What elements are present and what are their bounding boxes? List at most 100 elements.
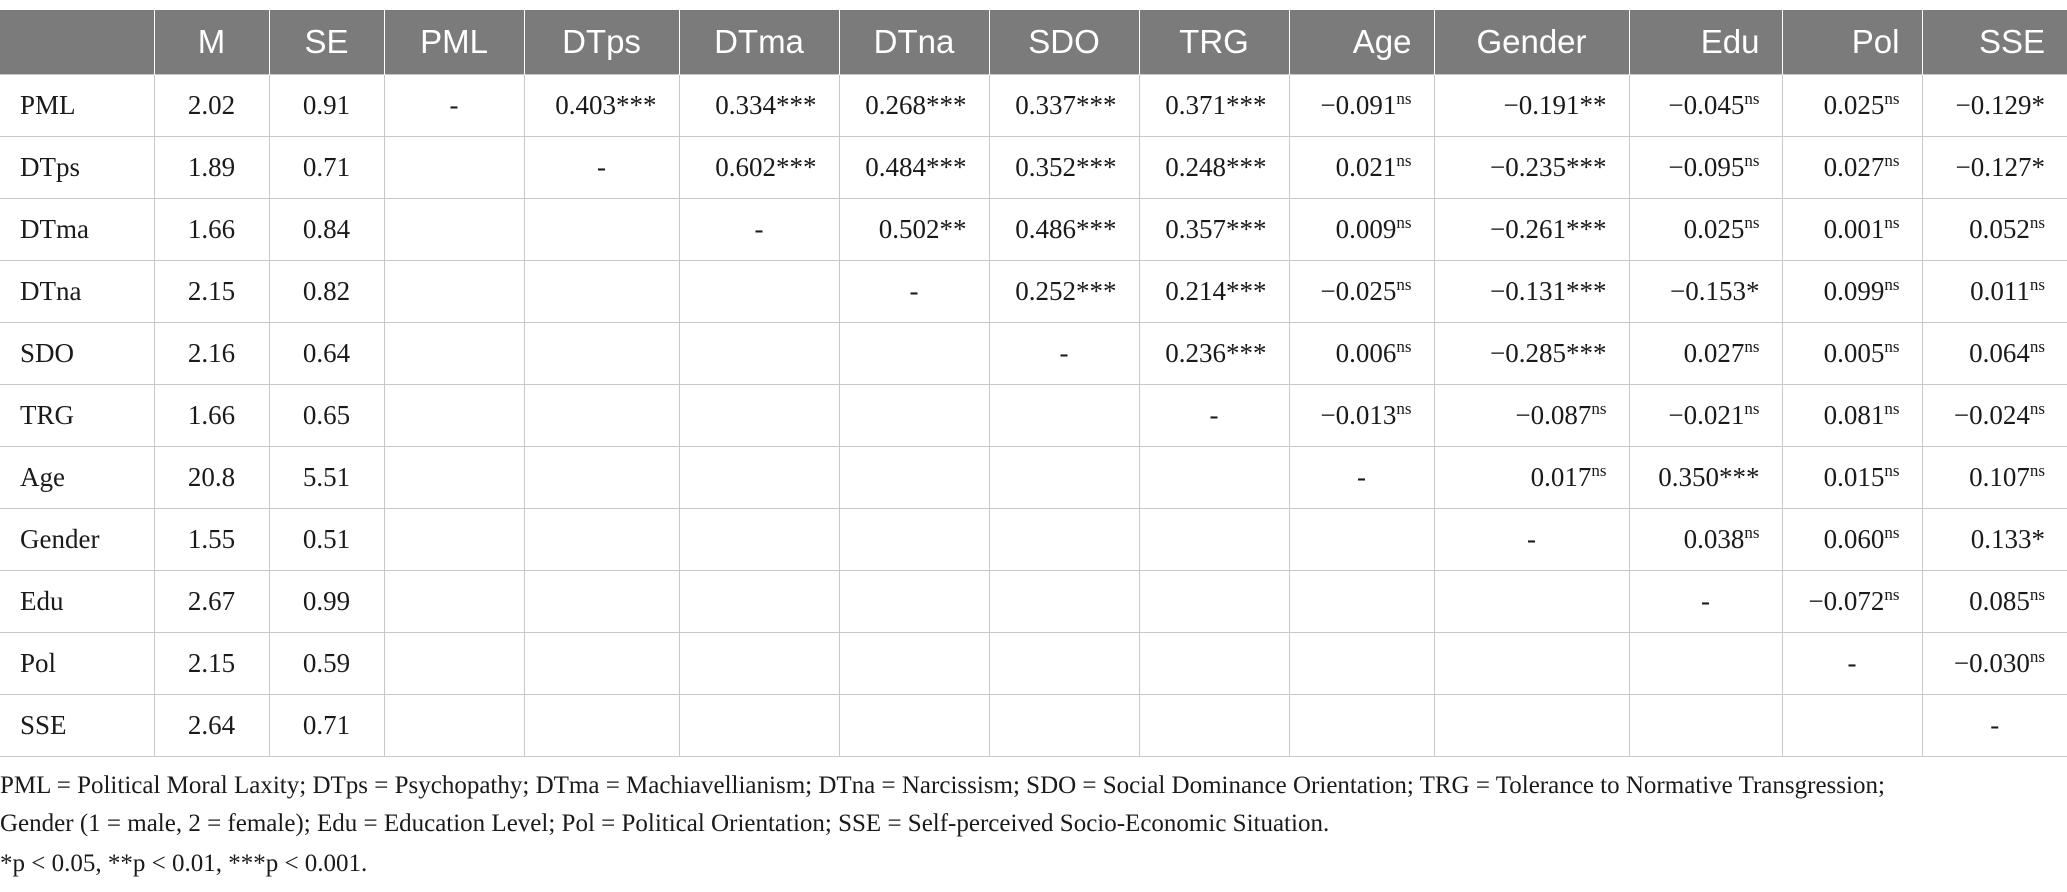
correlation-cell: −0.030ns (1921, 632, 2067, 695)
correlation-value: 0.060 (1823, 524, 1885, 554)
significance-marker: *** (1076, 276, 1117, 306)
correlation-value: −0.129 (1955, 90, 2032, 120)
mean-cell: 2.15 (153, 260, 270, 323)
correlation-cell: 0.005ns (1781, 322, 1923, 385)
correlation-cell: 0.009ns (1288, 198, 1435, 261)
significance-marker: * (2031, 90, 2046, 120)
mean-cell: 2.67 (153, 570, 270, 633)
header-cell (0, 10, 155, 75)
correlation-cell: 0.021ns (1288, 136, 1435, 199)
empty-cell (678, 446, 840, 509)
correlation-value: 0.357 (1165, 214, 1226, 244)
correlation-value: −0.025 (1320, 276, 1397, 306)
empty-cell (383, 570, 525, 633)
empty-cell (1138, 632, 1290, 695)
row-label: Age (0, 446, 155, 509)
table-body: PML 2.02 0.91-0.403*** 0.334*** 0.268*** 0.33… (0, 74, 2067, 757)
correlation-cell: −0.127* (1921, 136, 2067, 199)
row-label: Gender (0, 508, 155, 571)
mean-cell: 20.8 (153, 446, 270, 509)
significance-marker: *** (1566, 276, 1607, 306)
empty-cell (1433, 570, 1630, 633)
correlation-cell: −0.235*** (1433, 136, 1630, 199)
row-label: PML (0, 74, 155, 137)
correlation-value: 0.486 (1015, 214, 1076, 244)
significance-marker: *** (926, 90, 967, 120)
significance-marker: ns (1396, 399, 1412, 418)
correlation-value: 0.001 (1823, 214, 1885, 244)
empty-cell (1288, 508, 1435, 571)
header-cell: M (154, 10, 270, 75)
mean-cell: 2.64 (153, 694, 270, 757)
se-cell: 0.99 (268, 570, 385, 633)
empty-cell (1628, 632, 1783, 695)
correlation-cell: −0.072ns (1781, 570, 1923, 633)
significance-marker: ns (1744, 213, 1760, 232)
significance-marker: ns (1396, 337, 1412, 356)
correlation-cell: 0.334*** (678, 74, 840, 137)
correlation-value: 0.038 (1683, 524, 1745, 554)
correlation-cell: 0.236*** (1138, 322, 1290, 385)
correlation-value: 0.025 (1823, 90, 1885, 120)
correlation-cell: 0.001ns (1781, 198, 1923, 261)
correlation-value: −0.127 (1955, 152, 2032, 182)
correlation-cell: −0.091ns (1288, 74, 1435, 137)
significance-marker: ns (2029, 585, 2045, 604)
se-cell: 0.71 (268, 136, 385, 199)
correlation-cell: −0.261*** (1433, 198, 1630, 261)
mean-cell: 1.66 (153, 384, 270, 447)
header-cell: SE (269, 10, 385, 75)
correlation-cell: 0.060ns (1781, 508, 1923, 571)
header-cell: Age (1289, 10, 1435, 75)
significance-marker: ns (1744, 337, 1760, 356)
correlation-value: −0.024 (1953, 400, 2030, 430)
se-cell: 0.82 (268, 260, 385, 323)
correlation-cell: 0.107ns (1921, 446, 2067, 509)
correlation-cell: −0.153* (1628, 260, 1783, 323)
significance-marker: *** (616, 90, 657, 120)
significance-marker: ns (1884, 461, 1900, 480)
correlation-table: M SE PML DTps DTma DTna SDO TRG Age Gend… (0, 10, 2067, 757)
row-label: DTps (0, 136, 155, 199)
correlation-value: 0.484 (865, 152, 926, 182)
significance-marker: ns (1884, 585, 1900, 604)
empty-cell (838, 694, 990, 757)
correlation-cell: 0.350*** (1628, 446, 1783, 509)
correlation-value: 0.027 (1823, 152, 1885, 182)
correlation-cell: 0.011ns (1921, 260, 2067, 323)
empty-cell (678, 632, 840, 695)
significance-marker: ns (1884, 89, 1900, 108)
header-cell: PML (384, 10, 525, 75)
significance-marker: *** (776, 90, 817, 120)
correlation-cell: −0.191** (1433, 74, 1630, 137)
empty-cell (1628, 694, 1783, 757)
se-cell: 0.64 (268, 322, 385, 385)
correlation-value: −0.087 (1515, 400, 1592, 430)
significance-marker: * (2031, 524, 2046, 554)
significance-marker: ns (2029, 399, 2045, 418)
correlation-value: −0.021 (1668, 400, 1745, 430)
correlation-cell: 0.025ns (1628, 198, 1783, 261)
significance-marker: *** (1566, 338, 1607, 368)
table-row: Age 20.8 5.51-0.017ns 0.350*** 0.015ns 0.107n… (0, 446, 2067, 509)
correlation-value: 0.052 (1969, 214, 2030, 244)
mean-cell: 1.89 (153, 136, 270, 199)
significance-marker: ns (2029, 647, 2045, 666)
correlation-cell: 0.248*** (1138, 136, 1290, 199)
empty-cell (523, 694, 680, 757)
correlation-value: −0.091 (1320, 90, 1397, 120)
table-row: Pol 2.15 0.59 - −0.030ns (0, 632, 2067, 695)
empty-cell (988, 694, 1140, 757)
significance-marker: ns (1744, 151, 1760, 170)
correlation-value: 0.099 (1823, 276, 1885, 306)
mean-cell: 2.15 (153, 632, 270, 695)
row-label: SSE (0, 694, 155, 757)
correlation-cell: −0.013ns (1288, 384, 1435, 447)
significance-marker: ns (1884, 399, 1900, 418)
correlation-value: −0.013 (1320, 400, 1397, 430)
se-cell: 0.84 (268, 198, 385, 261)
correlation-cell: −0.087ns (1433, 384, 1630, 447)
correlation-value: −0.072 (1808, 586, 1885, 616)
correlation-value: 0.252 (1015, 276, 1076, 306)
significance-marker: ns (1591, 399, 1607, 418)
